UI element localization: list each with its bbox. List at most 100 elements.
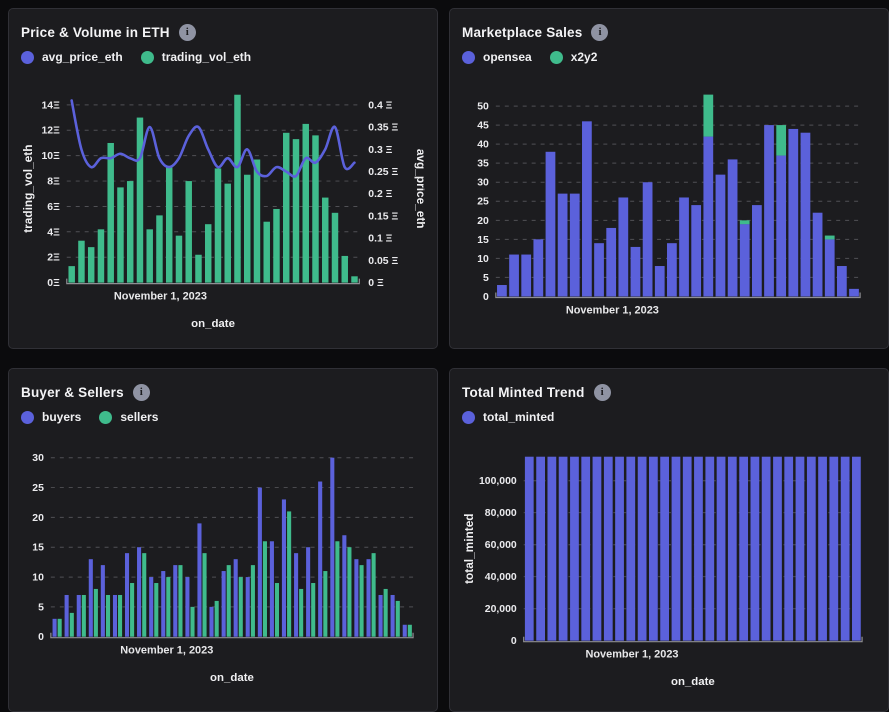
- legend-dot: [462, 410, 475, 424]
- svg-text:40,000: 40,000: [485, 572, 517, 583]
- svg-text:0: 0: [38, 632, 44, 643]
- chart-card-buyer-sellers: Buyer & Sellers i buyers sellers 0 5 10 15 2…: [8, 368, 438, 712]
- svg-text:0.3 Ξ: 0.3 Ξ: [368, 145, 392, 156]
- legend-label: sellers: [120, 410, 159, 424]
- svg-text:25: 25: [477, 197, 489, 208]
- chart-title: Marketplace Sales: [462, 24, 583, 40]
- card-header: Total Minted Trend i: [462, 381, 876, 403]
- svg-text:0 Ξ: 0 Ξ: [368, 278, 384, 289]
- legend-label: trading_vol_eth: [161, 50, 252, 64]
- svg-text:15: 15: [477, 235, 489, 246]
- svg-text:30: 30: [477, 178, 489, 189]
- chart-area: 0Ξ 2Ξ 4Ξ 6Ξ 8Ξ 10Ξ 12Ξ 14Ξ trading_vol_eth 0 Ξ 0.0…: [21, 70, 425, 340]
- price-volume-chart[interactable]: 0Ξ 2Ξ 4Ξ 6Ξ 8Ξ 10Ξ 12Ξ 14Ξ trading_vol_eth 0 Ξ 0.0…: [21, 70, 425, 340]
- marketplace-sales-chart[interactable]: 0 5 10 15 20 25 30 35 40 45 50 November 1, 2023: [462, 70, 876, 340]
- legend-dot: [21, 50, 34, 64]
- legend-item-trading-vol-eth[interactable]: trading_vol_eth: [140, 50, 252, 64]
- legend-dot: [140, 50, 154, 64]
- svg-text:35: 35: [477, 159, 489, 170]
- info-icon[interactable]: i: [593, 383, 611, 401]
- svg-text:80,000: 80,000: [485, 508, 517, 519]
- svg-text:0Ξ: 0Ξ: [47, 278, 60, 289]
- legend-item-total-minted[interactable]: total_minted: [462, 410, 554, 424]
- legend-label: buyers: [42, 410, 82, 424]
- svg-text:6Ξ: 6Ξ: [47, 202, 60, 213]
- svg-text:0.15 Ξ: 0.15 Ξ: [368, 211, 398, 222]
- svg-text:5: 5: [483, 273, 489, 284]
- dashboard-grid: Price & Volume in ETH i avg_price_eth tr…: [8, 8, 889, 712]
- buyers-sellers-chart[interactable]: 0 5 10 15 20 25 30 November 1, 2023 on_date: [21, 430, 425, 703]
- legend-item-buyers[interactable]: buyers: [21, 410, 81, 424]
- chart-legend: avg_price_eth trading_vol_eth: [21, 48, 425, 66]
- svg-text:0: 0: [483, 292, 489, 303]
- card-header: Marketplace Sales i: [462, 21, 876, 43]
- svg-text:5: 5: [38, 602, 44, 613]
- chart-title: Total Minted Trend: [462, 384, 585, 400]
- total-minted-chart[interactable]: 0 20,000 40,000 60,000 80,000 100,000 total_mi…: [462, 430, 876, 703]
- info-icon[interactable]: i: [591, 23, 609, 41]
- svg-text:12Ξ: 12Ξ: [41, 126, 60, 137]
- svg-text:10Ξ: 10Ξ: [41, 151, 60, 162]
- svg-text:45: 45: [477, 121, 489, 132]
- legend-item-x2y2[interactable]: x2y2: [549, 50, 598, 64]
- svg-text:on_date: on_date: [191, 318, 235, 330]
- legend-dot: [462, 50, 475, 64]
- info-icon[interactable]: i: [132, 383, 150, 401]
- svg-text:trading_vol_eth: trading_vol_eth: [21, 145, 35, 233]
- chart-title: Buyer & Sellers: [21, 384, 124, 400]
- legend-dot: [549, 50, 563, 64]
- chart-area: 0 5 10 15 20 25 30 35 40 45 50 November 1, 2023: [462, 70, 876, 340]
- card-header: Buyer & Sellers i: [21, 381, 425, 403]
- svg-text:0.35 Ξ: 0.35 Ξ: [368, 123, 398, 134]
- svg-text:0.2 Ξ: 0.2 Ξ: [368, 189, 392, 200]
- chart-legend: opensea x2y2: [462, 48, 876, 66]
- svg-text:10: 10: [477, 254, 489, 265]
- svg-text:25: 25: [32, 483, 44, 494]
- svg-text:0.05 Ξ: 0.05 Ξ: [368, 256, 398, 267]
- svg-text:50: 50: [477, 102, 489, 113]
- legend-label: opensea: [483, 50, 532, 64]
- svg-text:on_date: on_date: [210, 672, 254, 684]
- chart-area: 0 5 10 15 20 25 30 November 1, 2023 on_date: [21, 430, 425, 703]
- svg-text:avg_price_eth: avg_price_eth: [414, 149, 425, 229]
- chart-card-total-minted: Total Minted Trend i total_minted 0 20,00…: [449, 368, 889, 712]
- legend-label: avg_price_eth: [42, 50, 123, 64]
- chart-area: 0 20,000 40,000 60,000 80,000 100,000 total_mi…: [462, 430, 876, 703]
- svg-text:0.4 Ξ: 0.4 Ξ: [368, 100, 392, 111]
- svg-text:8Ξ: 8Ξ: [47, 177, 60, 188]
- svg-text:November 1, 2023: November 1, 2023: [585, 649, 678, 661]
- svg-text:14Ξ: 14Ξ: [41, 100, 60, 111]
- svg-text:4Ξ: 4Ξ: [47, 227, 60, 238]
- chart-card-price-volume: Price & Volume in ETH i avg_price_eth tr…: [8, 8, 438, 349]
- chart-legend: buyers sellers: [21, 408, 425, 426]
- svg-text:November 1, 2023: November 1, 2023: [120, 645, 213, 657]
- legend-item-opensea[interactable]: opensea: [462, 50, 532, 64]
- svg-text:November 1, 2023: November 1, 2023: [114, 290, 207, 302]
- chart-card-marketplace-sales: Marketplace Sales i opensea x2y2 0 5 10 15 2…: [449, 8, 889, 349]
- svg-text:20: 20: [32, 513, 44, 524]
- legend-dot: [99, 410, 113, 424]
- svg-text:20,000: 20,000: [485, 604, 517, 615]
- chart-legend: total_minted: [462, 408, 876, 426]
- svg-text:100,000: 100,000: [479, 476, 517, 487]
- info-icon[interactable]: i: [178, 23, 196, 41]
- svg-text:30: 30: [32, 453, 44, 464]
- svg-text:2Ξ: 2Ξ: [47, 253, 60, 264]
- svg-text:40: 40: [477, 140, 489, 151]
- svg-text:0: 0: [511, 636, 517, 647]
- svg-text:60,000: 60,000: [485, 540, 517, 551]
- svg-text:0.1 Ξ: 0.1 Ξ: [368, 234, 392, 245]
- svg-text:10: 10: [32, 573, 44, 584]
- legend-item-sellers[interactable]: sellers: [99, 410, 158, 424]
- legend-label: total_minted: [483, 410, 555, 424]
- svg-text:total_minted: total_minted: [462, 513, 476, 583]
- svg-text:0.25 Ξ: 0.25 Ξ: [368, 167, 398, 178]
- legend-item-avg-price-eth[interactable]: avg_price_eth: [21, 50, 123, 64]
- svg-text:November 1, 2023: November 1, 2023: [566, 304, 659, 316]
- legend-label: x2y2: [570, 50, 598, 64]
- legend-dot: [21, 410, 34, 424]
- card-header: Price & Volume in ETH i: [21, 21, 425, 43]
- svg-text:20: 20: [477, 216, 489, 227]
- svg-text:on_date: on_date: [671, 676, 715, 688]
- chart-title: Price & Volume in ETH: [21, 24, 170, 40]
